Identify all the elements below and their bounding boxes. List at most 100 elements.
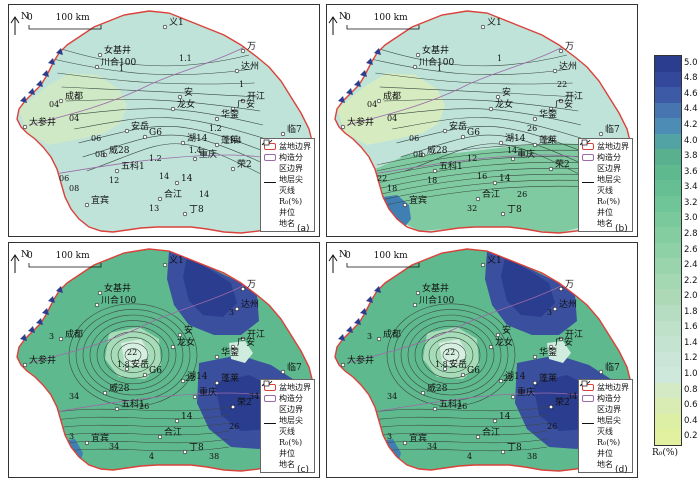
- contour-line: [435, 342, 467, 368]
- place-name-dayi: 大参井: [29, 356, 57, 366]
- contour-label: 1.8: [435, 360, 448, 369]
- place-name-wan: 万: [247, 42, 257, 52]
- place-name-nvji: 女基井: [422, 46, 450, 56]
- contour-line: [379, 86, 576, 98]
- legend-row-place: 地名: [263, 380, 311, 470]
- legend-label-ro: R₀(%): [597, 438, 621, 447]
- contour-line: [74, 117, 266, 140]
- north-label: N: [21, 250, 29, 260]
- place-name-nvji: 女基井: [422, 284, 450, 294]
- structural-boundary: [28, 44, 250, 126]
- legend-symbol-well: [582, 140, 594, 216]
- well-marker: [240, 48, 246, 54]
- legend-row-pinch: 地层尖: [581, 381, 629, 426]
- contour-line: [48, 406, 230, 414]
- legend-symbol-blank: [582, 187, 594, 194]
- place-name-wei: 威28: [109, 146, 130, 156]
- well-marker: [340, 124, 346, 130]
- place-name-jiang: 安: [184, 326, 194, 336]
- place-name-yi: 义1: [487, 18, 502, 28]
- colorbar-tick-label: 0.8: [684, 384, 698, 395]
- well-marker: [114, 168, 120, 174]
- place-name-kai: 开江: [247, 330, 266, 340]
- well-marker: [230, 404, 236, 410]
- legend-label-blank: 区边界: [597, 164, 621, 173]
- legend-row-place: 地名: [263, 139, 311, 229]
- contour-label: 1: [119, 64, 125, 73]
- place-name-longnv: 龙女: [495, 100, 514, 110]
- colorbar-segment: [655, 164, 681, 181]
- legend-label-blank: 灭线: [597, 186, 613, 195]
- place-name-chuanhe: 川合100: [101, 296, 137, 306]
- contour-label: 32: [467, 204, 478, 213]
- well-marker: [548, 106, 554, 112]
- well-marker: [240, 286, 246, 292]
- legend-symbol-blank: [582, 406, 594, 413]
- legend-symbol-blank: [582, 165, 594, 172]
- legend-row-pinch: 地层尖: [263, 381, 311, 426]
- place-name-ding: 丁8: [189, 443, 204, 453]
- well-marker: [598, 131, 604, 137]
- well-marker: [432, 168, 438, 174]
- legend-symbol-pinch: [263, 140, 276, 183]
- contour-line: [69, 108, 264, 126]
- place-name-yi: 义1: [169, 256, 184, 266]
- place-name-guang: 广安: [555, 338, 574, 348]
- place-name-ding: 丁8: [189, 205, 204, 215]
- place-name-lin: 临7: [287, 363, 302, 373]
- pinch-out-marker: [36, 318, 43, 325]
- place-name-yue: 安岳: [131, 122, 150, 132]
- legend-row-blank: 区边界: [264, 163, 311, 174]
- place-name-peng: 蓬莱: [539, 136, 558, 146]
- well-marker: [174, 418, 180, 424]
- contour-label: 08: [69, 184, 80, 193]
- contour-line: [404, 143, 593, 182]
- colorbar-segment: [655, 196, 681, 213]
- contour-line: [421, 331, 481, 379]
- contour-label: 08: [413, 150, 424, 159]
- contour-line: [393, 309, 509, 401]
- well-marker: [214, 116, 220, 122]
- basin-boundary: [16, 10, 314, 234]
- well-marker: [492, 180, 498, 186]
- legend-label-well: 井位: [597, 449, 613, 458]
- well-marker: [182, 449, 188, 455]
- legend-row-basin: 盆地边界: [582, 382, 629, 393]
- contour-line: [48, 422, 230, 430]
- contour-line: [366, 430, 548, 438]
- place-name-lin: 临7: [605, 125, 620, 135]
- legend-symbol-blank: [264, 165, 276, 172]
- well-marker: [495, 94, 501, 100]
- legend-row-well: 井位: [264, 140, 311, 218]
- contour-line: [442, 348, 460, 362]
- scale-label: 0 100 km: [27, 13, 90, 23]
- place-name-longnv: 龙女: [177, 338, 196, 348]
- contour-line: [396, 126, 587, 154]
- well-marker: [192, 156, 198, 162]
- place-name-wusheng: 五科1: [121, 162, 145, 172]
- colorbar-segment: [655, 211, 681, 228]
- legend-label-blank: 灭线: [597, 427, 613, 436]
- well-marker: [84, 440, 90, 446]
- well-marker: [488, 344, 494, 350]
- colorbar-tick-label: 3.0: [684, 213, 698, 224]
- contour-label: 12: [109, 176, 120, 185]
- well-marker: [58, 98, 64, 104]
- contour-label: 1.8: [117, 360, 130, 369]
- legend-label-basin: 盆地边界: [597, 142, 629, 151]
- north-label: N: [21, 12, 29, 22]
- well-marker: [480, 24, 486, 30]
- north-arrow: [10, 254, 20, 273]
- contour-label: 3: [387, 432, 393, 441]
- contour-label: 13: [149, 204, 160, 213]
- pinch-out-marker: [366, 296, 373, 303]
- colorbar-segment: [655, 398, 681, 415]
- place-name-chong: 重庆: [199, 388, 218, 398]
- well-marker: [475, 196, 481, 202]
- contour-line: [366, 44, 568, 67]
- place-name-yibin: 宜宾: [91, 196, 110, 206]
- contour-label: 16: [477, 172, 488, 181]
- pinch-out-marker: [354, 318, 361, 325]
- colorbar-segment: [655, 429, 681, 446]
- legend-label-basin: 盆地边界: [597, 383, 629, 392]
